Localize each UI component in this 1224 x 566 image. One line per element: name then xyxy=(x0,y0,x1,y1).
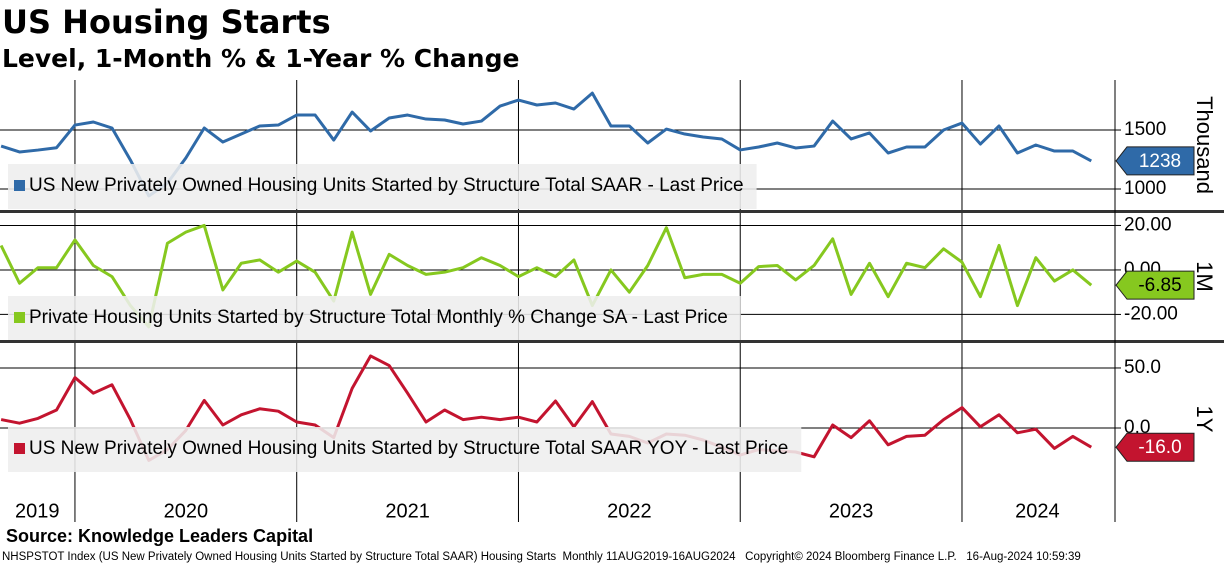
panel-separator xyxy=(0,210,1224,213)
legend-swatch xyxy=(14,443,25,454)
x-tick-label: 2019 xyxy=(15,500,60,522)
legend-swatch xyxy=(14,312,25,323)
legend-background xyxy=(8,296,741,341)
last-value-tag xyxy=(1115,146,1195,176)
legend-swatch xyxy=(14,180,25,191)
last-value-label: 1238 xyxy=(1139,151,1181,172)
source: Source: Knowledge Leaders Capital xyxy=(6,526,313,546)
legend-label: Private Housing Units Started by Structu… xyxy=(29,307,728,328)
y-axis-title: 1M xyxy=(1192,261,1217,292)
legend-background xyxy=(8,427,802,472)
y-tick-label: 50.0 xyxy=(1124,357,1161,378)
legend-label: US New Privately Owned Housing Units Sta… xyxy=(29,175,744,196)
y-tick-label: 1500 xyxy=(1124,119,1166,140)
x-tick-label: 2024 xyxy=(1015,500,1060,522)
panel-separator xyxy=(0,340,1224,343)
y-axis-title: Thousand xyxy=(1192,96,1217,194)
last-value-label: -6.85 xyxy=(1138,275,1181,296)
x-tick-label: 2023 xyxy=(829,500,874,522)
last-value-label: -16.0 xyxy=(1138,437,1181,458)
legend-background xyxy=(8,164,757,209)
y-axis-title: 1Y xyxy=(1192,406,1217,433)
y-tick-label: 20.00 xyxy=(1124,214,1172,235)
y-tick-label: 1000 xyxy=(1124,178,1166,199)
legend: US New Privately Owned Housing Units Sta… xyxy=(8,164,757,209)
legend-label: US New Privately Owned Housing Units Sta… xyxy=(29,438,788,459)
chart-title: US Housing Starts xyxy=(2,3,331,41)
legend: Private Housing Units Started by Structu… xyxy=(8,296,741,341)
chart-subtitle: Level, 1-Month % & 1-Year % Change xyxy=(2,44,519,73)
footnote: NHSPSTOT Index (US New Privately Owned H… xyxy=(2,551,1081,563)
x-tick-label: 2021 xyxy=(385,500,430,522)
data-line xyxy=(0,223,1093,329)
data-line xyxy=(0,91,1092,198)
last-value-tag xyxy=(1115,270,1195,300)
legend: US New Privately Owned Housing Units Sta… xyxy=(8,427,802,472)
y-tick-label: -20.00 xyxy=(1124,303,1178,324)
x-tick-label: 2022 xyxy=(607,500,652,522)
x-tick-label: 2020 xyxy=(164,500,209,522)
last-value-tag xyxy=(1115,432,1195,462)
